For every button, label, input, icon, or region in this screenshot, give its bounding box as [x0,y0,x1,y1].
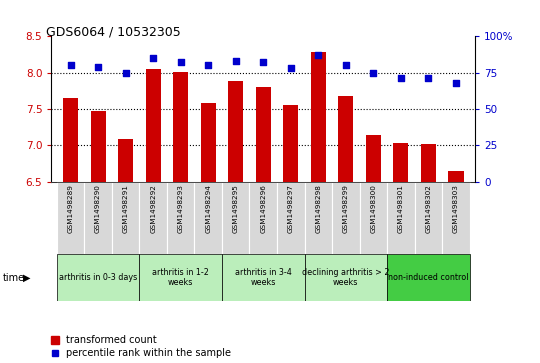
Bar [448,171,463,182]
Text: GSM1498300: GSM1498300 [370,184,376,233]
Bar [118,139,133,182]
Bar [283,105,298,182]
Bar [393,143,408,182]
Bar [57,254,139,301]
Bar [222,182,249,254]
Legend: transformed count, percentile rank within the sample: transformed count, percentile rank withi… [51,335,231,358]
Bar [421,144,436,182]
Text: arthritis in 0-3 days: arthritis in 0-3 days [59,273,137,282]
Point [314,52,322,58]
Bar [387,182,415,254]
Text: GSM1498298: GSM1498298 [315,184,321,233]
Point [341,62,350,68]
Bar [139,182,167,254]
Bar [57,182,84,254]
Bar [167,182,194,254]
Point [122,70,130,76]
Bar [338,96,353,182]
Bar [249,182,277,254]
Point [149,55,158,61]
Text: time: time [3,273,25,283]
Text: GDS6064 / 10532305: GDS6064 / 10532305 [46,25,181,38]
Bar [277,182,305,254]
Bar [84,182,112,254]
Bar [194,182,222,254]
Bar [91,111,106,182]
Text: GSM1498297: GSM1498297 [288,184,294,233]
Point [424,76,433,81]
Bar [228,81,244,182]
Text: arthritis in 3-4
weeks: arthritis in 3-4 weeks [235,268,292,287]
Text: non-induced control: non-induced control [388,273,469,282]
Bar [173,72,188,182]
Bar [442,182,470,254]
Bar [366,135,381,182]
Text: arthritis in 1-2
weeks: arthritis in 1-2 weeks [152,268,209,287]
Bar [146,69,161,182]
Bar [305,182,332,254]
Text: GSM1498301: GSM1498301 [398,184,404,233]
Point [177,60,185,65]
Point [232,58,240,64]
Text: GSM1498293: GSM1498293 [178,184,184,233]
Point [204,62,213,68]
Point [396,76,405,81]
Bar [305,254,387,301]
Point [451,80,460,86]
Bar [360,182,387,254]
Point [259,60,268,65]
Point [369,70,377,76]
Text: GSM1498302: GSM1498302 [426,184,431,233]
Bar [139,254,222,301]
Text: GSM1498299: GSM1498299 [343,184,349,233]
Point [286,65,295,71]
Bar [332,182,360,254]
Point [66,62,75,68]
Text: declining arthritis > 2
weeks: declining arthritis > 2 weeks [302,268,389,287]
Bar [387,254,470,301]
Text: GSM1498296: GSM1498296 [260,184,266,233]
Bar [112,182,139,254]
Text: GSM1498291: GSM1498291 [123,184,129,233]
Bar [63,98,78,182]
Bar [201,103,216,182]
Bar [415,182,442,254]
Point [94,64,103,70]
Text: ▶: ▶ [23,273,30,283]
Text: GSM1498303: GSM1498303 [453,184,459,233]
Text: GSM1498295: GSM1498295 [233,184,239,233]
Bar [255,87,271,182]
Text: GSM1498290: GSM1498290 [95,184,101,233]
Bar [310,52,326,181]
Text: GSM1498294: GSM1498294 [205,184,211,233]
Text: GSM1498289: GSM1498289 [68,184,73,233]
Text: GSM1498292: GSM1498292 [150,184,156,233]
Bar [222,254,305,301]
